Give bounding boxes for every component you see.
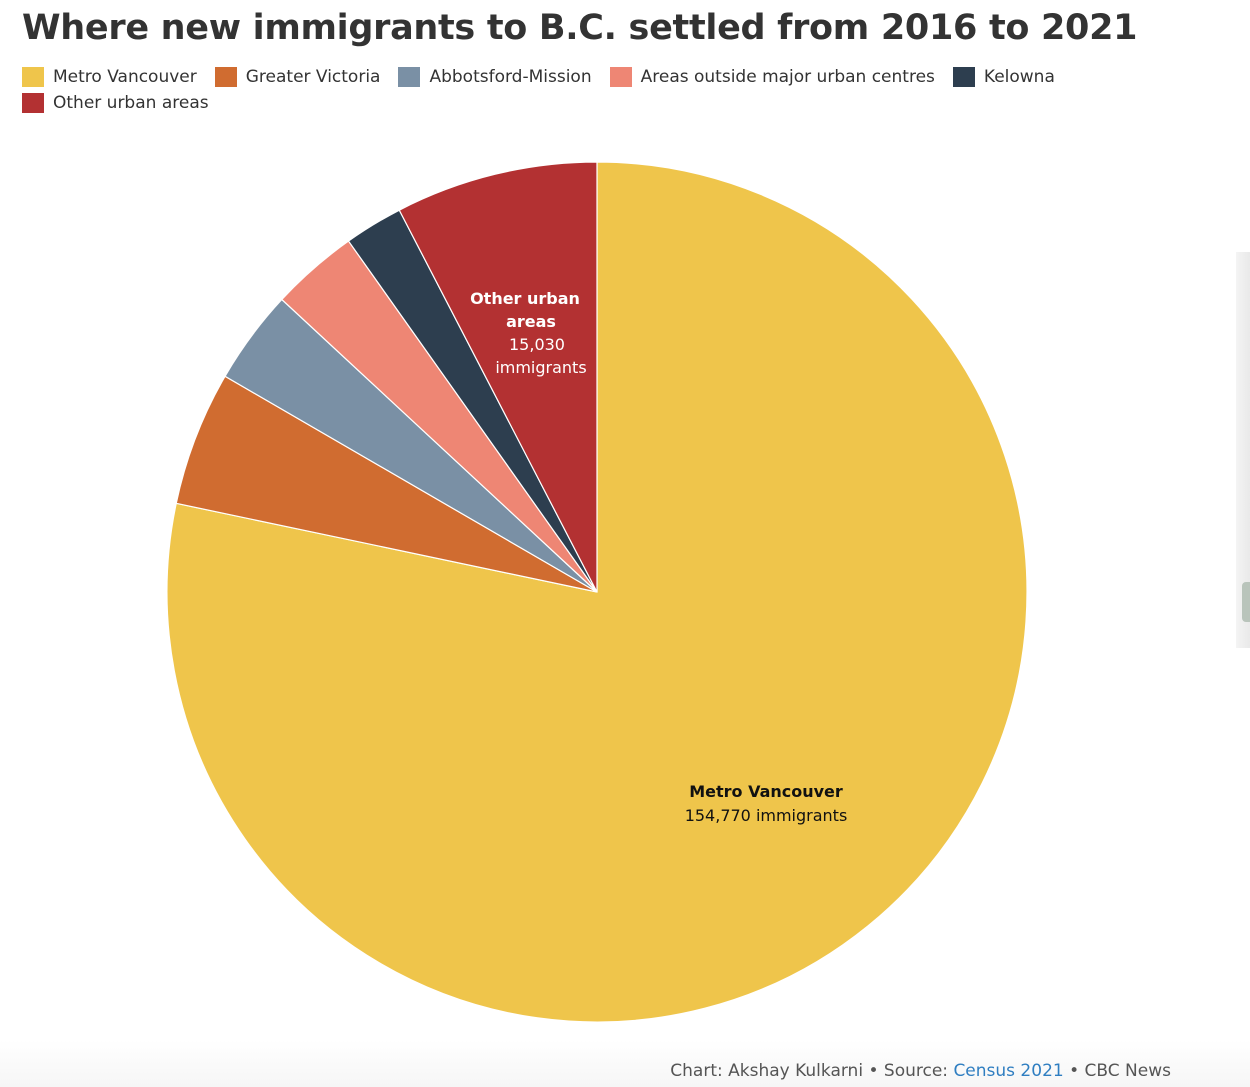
legend-label: Abbotsford-Mission: [429, 66, 592, 87]
legend-item-greater-victoria[interactable]: Greater Victoria: [214, 66, 381, 87]
legend: Metro Vancouver Greater Victoria Abbotsf…: [22, 66, 1172, 113]
legend-swatch: [22, 92, 44, 113]
pie-slice-metro-vancouver[interactable]: [166, 161, 1028, 1023]
label-other-urban-name-1: Other urban: [470, 289, 580, 308]
chart-title: Where new immigrants to B.C. settled fro…: [22, 8, 1138, 48]
bottom-fade: [0, 1040, 1250, 1087]
legend-swatch: [22, 66, 44, 87]
footer-source-prefix: Source:: [883, 1061, 949, 1081]
footer-credits: Chart: Akshay Kulkarni • Source: Census …: [670, 1061, 1171, 1081]
footer-author: Chart: Akshay Kulkarni: [670, 1061, 864, 1081]
pie-slices: [166, 161, 1028, 1023]
legend-item-kelowna[interactable]: Kelowna: [952, 66, 1055, 87]
legend-label: Kelowna: [983, 66, 1055, 87]
label-metro-vancouver-name: Metro Vancouver: [689, 782, 843, 801]
legend-label: Metro Vancouver: [53, 66, 197, 87]
side-image-edge: [1236, 252, 1250, 648]
legend-label: Other urban areas: [53, 92, 209, 113]
legend-item-areas-outside[interactable]: Areas outside major urban centres: [609, 66, 935, 87]
legend-item-metro-vancouver[interactable]: Metro Vancouver: [22, 66, 197, 87]
legend-label: Areas outside major urban centres: [640, 66, 935, 87]
footer-publisher: CBC News: [1084, 1061, 1171, 1081]
legend-swatch: [214, 66, 237, 87]
legend-swatch: [609, 66, 632, 87]
footer-separator: •: [868, 1061, 879, 1081]
label-other-urban-value-1: 15,030: [509, 335, 565, 354]
pie-labels: Metro Vancouver 154,770 immigrants Other…: [470, 289, 847, 825]
label-other-urban-value-2: immigrants: [495, 358, 586, 377]
pie-slice-other-urban-areas[interactable]: [398, 161, 598, 593]
legend-swatch: [952, 66, 975, 87]
label-metro-vancouver-value: 154,770 immigrants: [685, 806, 848, 825]
legend-item-other-urban[interactable]: Other urban areas: [22, 92, 209, 113]
footer-separator: •: [1069, 1061, 1080, 1081]
legend-swatch: [398, 66, 421, 87]
source-link[interactable]: Census 2021: [953, 1061, 1064, 1081]
label-other-urban-name-2: areas: [506, 312, 556, 331]
legend-item-abbotsford-mission[interactable]: Abbotsford-Mission: [398, 66, 592, 87]
legend-label: Greater Victoria: [245, 66, 381, 87]
